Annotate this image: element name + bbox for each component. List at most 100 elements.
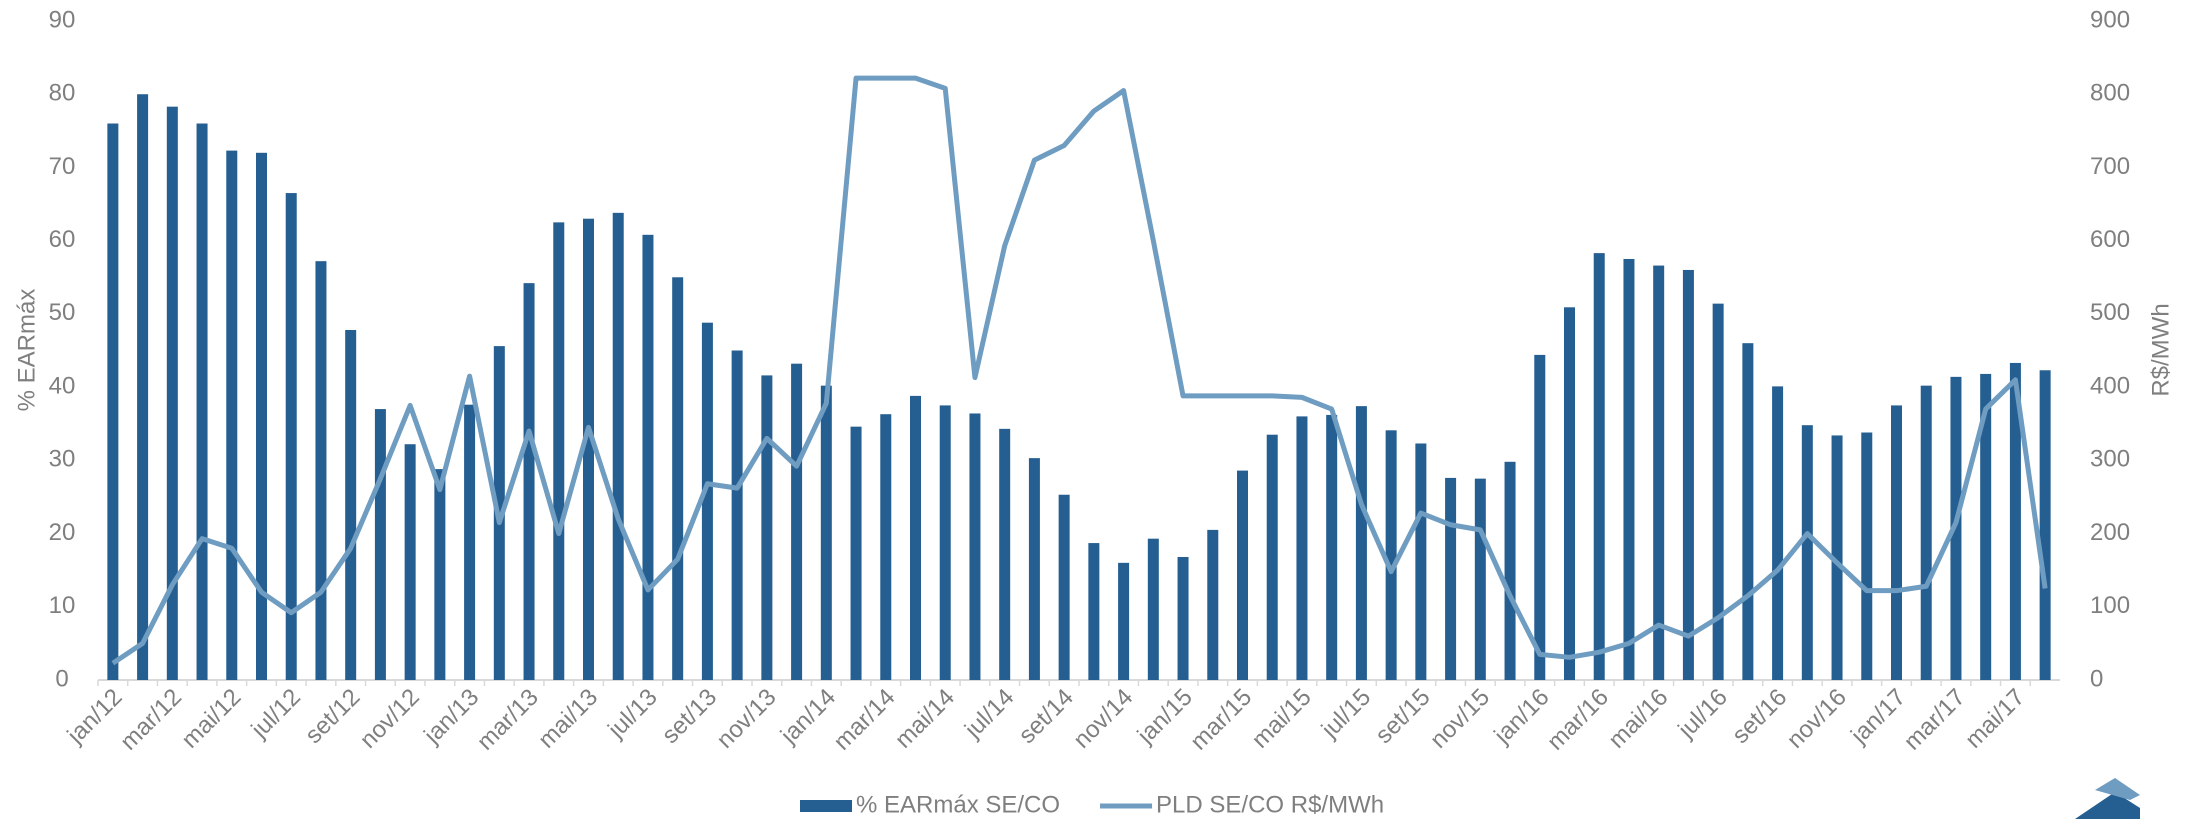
bar bbox=[1593, 253, 1605, 680]
x-tick-label: jul/14 bbox=[959, 684, 1019, 744]
y2-tick-label: 900 bbox=[2090, 6, 2130, 33]
x-tick-label: mar/12 bbox=[115, 684, 187, 756]
x-tick-label: mai/16 bbox=[1603, 684, 1673, 754]
bar bbox=[1564, 307, 1575, 680]
bar bbox=[1742, 343, 1754, 680]
bar bbox=[374, 409, 386, 680]
bar bbox=[1028, 458, 1040, 680]
bar bbox=[761, 375, 773, 680]
bar bbox=[880, 414, 892, 680]
y2-axis-title: R$/MWh bbox=[2147, 303, 2174, 396]
x-tick-label: mai/17 bbox=[1960, 684, 2030, 754]
bar bbox=[523, 283, 535, 680]
bar bbox=[791, 363, 803, 680]
y-tick-label: 80 bbox=[49, 80, 76, 107]
y-tick-label: 30 bbox=[49, 446, 76, 473]
y-tick-label: 0 bbox=[55, 665, 68, 692]
bar bbox=[820, 385, 832, 680]
bar bbox=[107, 123, 119, 680]
line bbox=[111, 75, 2048, 666]
x-tick-label: nov/14 bbox=[1068, 684, 1138, 754]
x-tick-label: mar/13 bbox=[472, 684, 544, 756]
y-axis-title: % EARmáx bbox=[13, 289, 40, 412]
bar bbox=[285, 193, 297, 681]
bar bbox=[583, 218, 594, 680]
bar bbox=[1920, 385, 1932, 680]
bar bbox=[2009, 362, 2021, 680]
x-tick-label: set/14 bbox=[1014, 684, 1079, 749]
x-tick-label: mai/13 bbox=[533, 684, 603, 754]
bar bbox=[850, 426, 862, 680]
x-tick-label: set/12 bbox=[300, 684, 365, 749]
bar bbox=[1861, 432, 1873, 680]
bar bbox=[1296, 416, 1308, 680]
y2-tick-label: 300 bbox=[2090, 446, 2130, 473]
bar bbox=[1712, 303, 1724, 680]
x-tick-label: mar/15 bbox=[1185, 684, 1257, 756]
x-tick-label: nov/15 bbox=[1425, 684, 1495, 754]
x-tick-label: jul/16 bbox=[1672, 684, 1732, 744]
x-tick-label: mai/12 bbox=[176, 684, 246, 754]
bar bbox=[464, 404, 476, 680]
bar bbox=[612, 212, 624, 680]
bar bbox=[1682, 269, 1694, 680]
bar bbox=[1147, 538, 1159, 680]
bar bbox=[1653, 265, 1665, 680]
bar bbox=[701, 322, 713, 680]
bar bbox=[1980, 373, 1992, 680]
bar bbox=[1772, 386, 1784, 680]
logo bbox=[2075, 778, 2140, 819]
x-tick-label: set/16 bbox=[1727, 684, 1792, 749]
y-tick-label: 20 bbox=[49, 519, 76, 546]
y-tick-label: 70 bbox=[49, 153, 76, 180]
y2-tick-label: 500 bbox=[2090, 299, 2130, 326]
bar bbox=[910, 395, 921, 680]
y2-tick-label: 600 bbox=[2090, 226, 2130, 253]
bar bbox=[1623, 258, 1635, 680]
y2-tick-label: 400 bbox=[2090, 372, 2130, 399]
bar bbox=[196, 123, 208, 680]
x-tick-label: set/13 bbox=[657, 684, 722, 749]
bar bbox=[166, 106, 178, 681]
legend-label: PLD SE/CO R$/MWh bbox=[1156, 791, 1384, 818]
bar bbox=[2039, 370, 2051, 680]
y-tick-label: 10 bbox=[49, 592, 76, 619]
bar bbox=[969, 413, 981, 680]
y-tick-label: 60 bbox=[49, 226, 76, 253]
legend-label: % EARmáx SE/CO bbox=[856, 791, 1060, 818]
bar bbox=[315, 261, 327, 680]
x-tick-label: mai/14 bbox=[890, 684, 960, 754]
x-tick-label: jul/15 bbox=[1316, 684, 1376, 744]
bar bbox=[1474, 478, 1486, 680]
x-tick-label: set/15 bbox=[1370, 684, 1435, 749]
y-tick-label: 90 bbox=[49, 6, 76, 33]
bar bbox=[1801, 425, 1813, 680]
bar bbox=[1088, 543, 1100, 680]
x-tick-label: jul/12 bbox=[246, 684, 306, 744]
x-tick-label: nov/16 bbox=[1782, 684, 1852, 754]
y2-tick-label: 700 bbox=[2090, 153, 2130, 180]
bar bbox=[1118, 562, 1130, 680]
bar bbox=[642, 234, 654, 680]
bar bbox=[1326, 414, 1338, 680]
legend-swatch bbox=[800, 800, 852, 812]
bar bbox=[1415, 443, 1427, 680]
bar bbox=[939, 405, 951, 680]
bar bbox=[1445, 477, 1457, 680]
bar bbox=[553, 222, 565, 680]
x-tick-label: mar/17 bbox=[1899, 684, 1971, 756]
bar bbox=[345, 329, 357, 680]
bar bbox=[1891, 405, 1902, 680]
bar bbox=[1237, 470, 1248, 680]
y2-tick-label: 200 bbox=[2090, 519, 2130, 546]
bar bbox=[1385, 430, 1397, 680]
y-tick-label: 40 bbox=[49, 372, 76, 399]
y2-tick-label: 100 bbox=[2090, 592, 2130, 619]
bar bbox=[999, 428, 1011, 680]
bar bbox=[1266, 434, 1278, 680]
bar bbox=[672, 277, 684, 680]
y2-tick-label: 800 bbox=[2090, 80, 2130, 107]
bar bbox=[1177, 556, 1189, 680]
bar bbox=[1355, 406, 1367, 680]
